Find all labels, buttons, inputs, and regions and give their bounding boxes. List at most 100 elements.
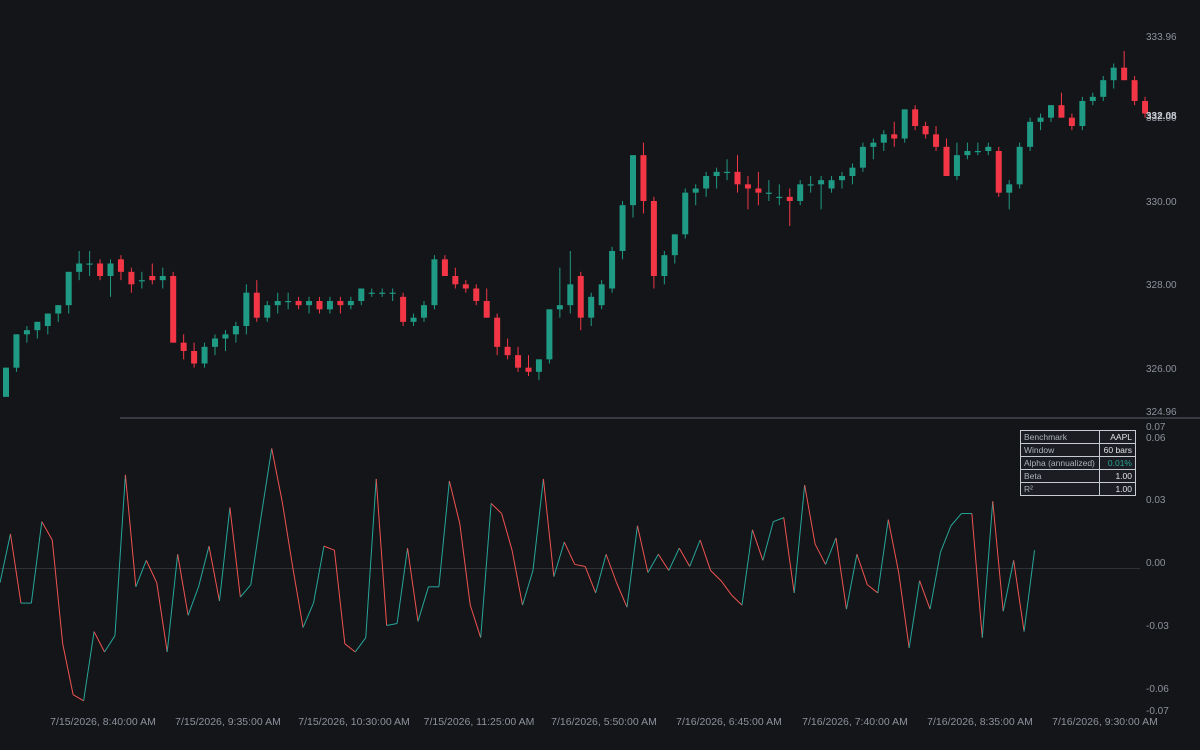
candle-body — [922, 126, 929, 135]
candle — [55, 305, 62, 322]
candle — [285, 292, 292, 310]
candle — [138, 271, 145, 289]
candle — [598, 280, 605, 310]
candle — [1079, 96, 1086, 131]
candle-body — [964, 151, 971, 156]
indicator-segment — [762, 521, 774, 561]
time-axis[interactable]: 7/15/2026, 8:40:00 AM 7/15/2026, 9:35:00… — [50, 716, 1158, 728]
candle-body — [818, 180, 825, 185]
candle — [326, 296, 333, 314]
indicator-segment — [187, 586, 200, 616]
candle-body — [985, 146, 992, 151]
indicator-segment — [898, 572, 910, 648]
candle-body — [326, 301, 333, 310]
indicator-segment — [145, 560, 158, 583]
candle — [985, 142, 992, 156]
candle-body — [734, 171, 741, 185]
indicator-segment — [365, 478, 377, 638]
stats-value: 1.00 — [1099, 482, 1136, 496]
indicator-segment — [448, 480, 461, 524]
candle-body — [170, 276, 177, 343]
indicator-segment — [773, 517, 784, 523]
candle-body — [839, 176, 845, 181]
candle-body — [661, 255, 668, 276]
candle — [724, 159, 731, 181]
candle — [546, 309, 553, 364]
price-tick-label: 333.96 — [1146, 32, 1177, 43]
indicator-segment — [72, 694, 84, 702]
indicator-segment — [741, 529, 753, 606]
candle — [23, 326, 30, 343]
candle-body — [797, 184, 804, 201]
indicator-segment — [678, 547, 691, 567]
candle — [797, 180, 804, 206]
indicator-segment — [783, 517, 795, 593]
candle — [159, 267, 166, 289]
indicator-segment — [83, 631, 95, 701]
candle-body — [1016, 146, 1023, 185]
candle-body — [107, 263, 114, 276]
candle — [839, 171, 845, 189]
candle — [504, 338, 511, 360]
candle — [713, 167, 720, 189]
candle — [337, 296, 344, 314]
candle-body — [347, 301, 354, 306]
candle-body — [389, 292, 396, 294]
indicator-segment — [260, 448, 273, 516]
candle-body — [34, 321, 41, 331]
candle-body — [588, 296, 595, 318]
indicator-segment — [522, 570, 534, 606]
candle — [441, 255, 448, 276]
candle-body — [1131, 80, 1138, 101]
candle — [3, 367, 9, 397]
candle-body — [671, 234, 678, 256]
candle-body — [1058, 105, 1065, 118]
stats-key: Beta — [1020, 469, 1100, 483]
indicator-segment — [333, 550, 346, 644]
candle-body — [201, 346, 208, 364]
indicator-segment — [0, 533, 11, 583]
candle-body — [285, 301, 292, 303]
time-tick-label: 7/16/2026, 5:50:00 AM — [551, 716, 657, 728]
candle-body — [13, 334, 20, 368]
indicator-segment — [177, 554, 189, 616]
candle — [577, 271, 584, 331]
indicator-segment — [919, 580, 931, 610]
candle-body — [1027, 121, 1034, 147]
candle — [253, 280, 260, 322]
candle — [933, 126, 940, 151]
indicator-axis[interactable]: 0.07 0.06 0.03 0.00 -0.03 -0.06 -0.07 — [1146, 422, 1169, 717]
candle-body — [431, 259, 438, 306]
price-axis[interactable]: 333.96 332.00 332.08 330.00 328.00 326.0… — [1146, 32, 1177, 418]
candle — [922, 121, 929, 139]
candle-body — [525, 367, 532, 372]
candle — [149, 263, 156, 285]
candle — [556, 267, 563, 318]
candle-body — [483, 301, 490, 318]
indicator-segment — [563, 541, 576, 565]
candle — [807, 176, 814, 193]
candle — [755, 171, 762, 206]
candle-body — [212, 338, 218, 347]
indicator-segment — [595, 554, 607, 594]
indicator-series — [0, 448, 1036, 702]
candle — [264, 301, 271, 322]
candle-body — [849, 167, 856, 176]
candle-body — [253, 292, 260, 318]
indicator-segment — [751, 529, 764, 561]
candle — [744, 176, 751, 210]
candle — [535, 359, 542, 381]
candle-body — [515, 355, 522, 368]
candle-body — [776, 196, 783, 199]
candle — [201, 342, 208, 368]
candle-body — [3, 367, 9, 397]
candle — [671, 234, 678, 264]
indicator-segment — [354, 637, 367, 653]
candle — [953, 142, 960, 181]
candle — [306, 296, 313, 314]
candle — [389, 288, 396, 301]
candle — [630, 155, 636, 218]
candle — [901, 109, 908, 143]
candle-body — [306, 301, 313, 306]
candle — [232, 321, 239, 343]
